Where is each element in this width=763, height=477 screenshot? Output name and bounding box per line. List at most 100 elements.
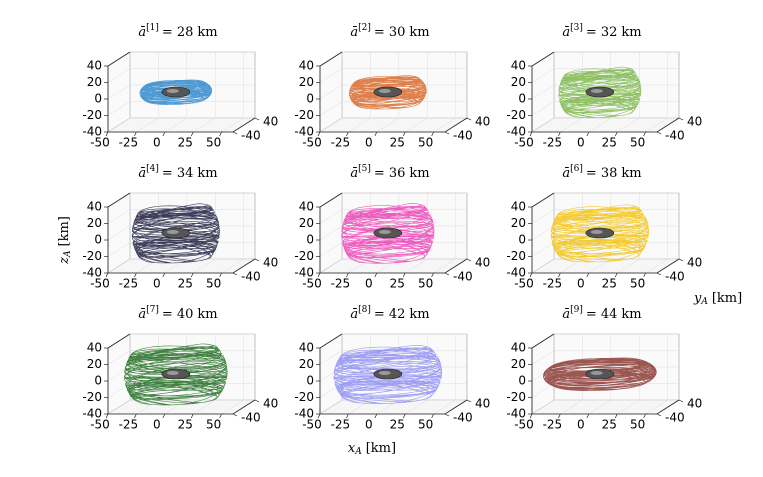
z-tick-label: -20 bbox=[506, 390, 526, 404]
axis-line bbox=[107, 51, 256, 133]
z-tick-label: -40 bbox=[82, 125, 102, 139]
z-tick-label: 20 bbox=[87, 216, 102, 230]
z-tick-label: 40 bbox=[299, 59, 314, 73]
x-tick-label: 50 bbox=[630, 418, 645, 432]
z-axis-label-unit: [km] bbox=[57, 216, 72, 246]
x-axis-label-unit: [km] bbox=[366, 441, 396, 456]
tick-mark bbox=[219, 413, 222, 419]
chart-title: ā[5] = 36 km bbox=[350, 164, 429, 181]
z-tick-label: 0 bbox=[518, 92, 526, 106]
z-tick-label: -40 bbox=[506, 407, 526, 421]
z-tick-label: 20 bbox=[511, 216, 526, 230]
title-unit: km bbox=[621, 25, 641, 40]
title-unit: km bbox=[409, 166, 429, 181]
title-value: 34 bbox=[177, 166, 194, 181]
x-axis-label: xA [km] bbox=[348, 441, 396, 457]
tick-mark bbox=[529, 413, 533, 419]
title-value: 32 bbox=[601, 25, 618, 40]
z-tick-label: 20 bbox=[511, 75, 526, 89]
title-symbol: ā bbox=[138, 25, 146, 40]
orbit-torus bbox=[131, 203, 220, 264]
tick-mark bbox=[105, 413, 109, 419]
x-tick-label: -50 bbox=[302, 418, 322, 432]
title-index: [9] bbox=[570, 305, 583, 315]
z-tick-label: 0 bbox=[306, 233, 314, 247]
title-unit: km bbox=[621, 307, 641, 322]
z-tick-label: -40 bbox=[294, 407, 314, 421]
grid-line bbox=[319, 242, 467, 257]
x-tick-label: -25 bbox=[543, 136, 563, 150]
chart-title: ā[4] = 34 km bbox=[138, 164, 217, 181]
tick-mark bbox=[444, 272, 450, 276]
x-tick-label: 0 bbox=[153, 277, 161, 291]
y-tick-label: 40 bbox=[687, 115, 702, 129]
title-eq: = bbox=[586, 25, 597, 40]
orbit-torus bbox=[333, 344, 443, 404]
title-symbol: ā bbox=[350, 25, 358, 40]
x-tick-label: -50 bbox=[90, 418, 110, 432]
tick-mark bbox=[586, 413, 590, 419]
title-unit: km bbox=[409, 307, 429, 322]
title-symbol: ā bbox=[138, 166, 146, 181]
y-tick-label: -40 bbox=[665, 411, 685, 425]
title-unit: km bbox=[621, 166, 641, 181]
x-tick-label: -25 bbox=[331, 136, 351, 150]
axis-line bbox=[319, 51, 468, 133]
y-tick-label: -40 bbox=[665, 129, 685, 143]
tick-mark bbox=[643, 413, 646, 419]
tick-mark bbox=[162, 272, 166, 278]
title-symbol: ā bbox=[562, 166, 570, 181]
axis-line bbox=[107, 192, 256, 274]
orbit-torus bbox=[340, 203, 435, 264]
tick-mark bbox=[317, 413, 321, 419]
x-tick-label: 0 bbox=[153, 136, 161, 150]
y-tick-label: -40 bbox=[241, 129, 261, 143]
title-index: [5] bbox=[358, 164, 371, 174]
title-value: 36 bbox=[389, 166, 406, 181]
tick-mark bbox=[466, 117, 472, 121]
tick-mark bbox=[374, 272, 378, 278]
z-tick-label: -40 bbox=[82, 407, 102, 421]
title-eq: = bbox=[374, 25, 385, 40]
x-tick-label: 50 bbox=[206, 277, 221, 291]
title-value: 38 bbox=[601, 166, 618, 181]
tick-mark bbox=[105, 272, 109, 278]
asteroid-highlight bbox=[166, 371, 179, 375]
x-axis-label-sub: A bbox=[354, 447, 362, 457]
tick-mark bbox=[219, 131, 222, 137]
tick-mark bbox=[558, 272, 561, 278]
z-tick-label: -20 bbox=[294, 249, 314, 263]
y-tick-label: -40 bbox=[453, 270, 473, 284]
z-tick-label: 40 bbox=[511, 200, 526, 214]
chart-title: ā[7] = 40 km bbox=[138, 305, 217, 322]
title-eq: = bbox=[586, 307, 597, 322]
title-index: [3] bbox=[570, 23, 583, 33]
z-tick-label: 0 bbox=[306, 92, 314, 106]
chart-title: ā[1] = 28 km bbox=[138, 23, 217, 40]
z-tick-label: -20 bbox=[82, 108, 102, 122]
title-index: [4] bbox=[146, 164, 159, 174]
axis-line bbox=[319, 333, 468, 415]
z-tick-label: 20 bbox=[299, 75, 314, 89]
y-tick-label: 40 bbox=[475, 256, 490, 270]
x-axis-label-var: x bbox=[348, 441, 356, 456]
x-tick-label: 50 bbox=[418, 418, 433, 432]
tick-mark bbox=[529, 272, 533, 278]
tick-mark bbox=[614, 272, 618, 278]
tick-mark bbox=[190, 413, 194, 419]
x-tick-label: 0 bbox=[577, 136, 585, 150]
title-symbol: ā bbox=[350, 307, 358, 322]
z-tick-label: -40 bbox=[506, 125, 526, 139]
y-axis-label-var: y bbox=[693, 291, 702, 306]
tick-mark bbox=[431, 272, 434, 278]
tick-mark bbox=[466, 399, 472, 403]
title-eq: = bbox=[162, 307, 173, 322]
y-tick-label: 40 bbox=[475, 397, 490, 411]
title-index: [2] bbox=[358, 23, 371, 33]
z-tick-label: 0 bbox=[94, 374, 102, 388]
y-tick-label: 40 bbox=[263, 256, 278, 270]
